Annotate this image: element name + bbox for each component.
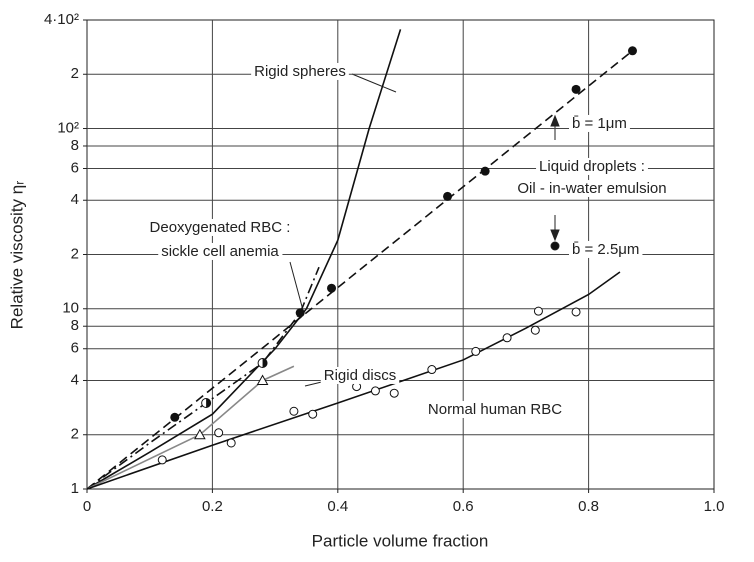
y-tick-label: 1 xyxy=(71,480,79,497)
data-point xyxy=(289,406,299,416)
annotation-bg xyxy=(424,400,566,418)
x-tick-label: 0.8 xyxy=(578,498,599,515)
annotation-bg xyxy=(569,114,630,132)
data-point xyxy=(471,346,481,356)
curve xyxy=(86,365,295,490)
y-tick-label: 2 xyxy=(71,426,79,443)
data-point xyxy=(571,84,581,94)
y-tick-label: 2 xyxy=(71,245,79,262)
data-point xyxy=(214,428,224,438)
annotation: Normal human RBC xyxy=(428,401,562,418)
y-tick-label: 8 xyxy=(71,137,79,154)
data-point xyxy=(256,374,269,385)
annotation-bg xyxy=(569,240,643,258)
x-axis-label: Particle volume fraction xyxy=(312,531,489,550)
annotation-bg xyxy=(514,179,670,197)
data-point xyxy=(157,455,167,465)
x-tick-label: 0 xyxy=(83,498,91,515)
y-tick-label: 8 xyxy=(71,317,79,334)
curve xyxy=(86,271,621,490)
annotation-leaders xyxy=(289,73,560,387)
annotation: Rigid discs xyxy=(324,367,397,384)
data-point xyxy=(170,412,180,422)
data-point xyxy=(308,409,318,419)
annotation-bg xyxy=(320,366,400,384)
data-point xyxy=(370,386,380,396)
data-point xyxy=(389,388,399,398)
annotation-bg xyxy=(146,218,294,236)
x-tick-label: 0.4 xyxy=(327,498,348,515)
data-point xyxy=(533,306,543,316)
annotation: b̄ = 2.5μm xyxy=(572,241,639,258)
data-point xyxy=(502,333,512,343)
annotation: b̄ = 1μm xyxy=(572,115,627,132)
annotation-bg xyxy=(158,242,283,260)
y-tick-label: 10² xyxy=(57,119,79,136)
y-tick-label: 6 xyxy=(71,159,79,176)
x-tick-label: 1.0 xyxy=(704,498,725,515)
y-tick-label: 4 xyxy=(71,191,79,208)
data-point xyxy=(327,283,337,293)
annotation-bg xyxy=(251,62,349,80)
data-point xyxy=(226,438,236,448)
data-point xyxy=(257,358,268,369)
y-tick-label: 10 xyxy=(62,300,79,317)
annotation: Oil - in-water emulsion xyxy=(517,180,666,197)
x-tick-label: 0.2 xyxy=(202,498,223,515)
y-tick-label: 4·10² xyxy=(44,11,79,28)
y-tick-label: 6 xyxy=(71,340,79,357)
data-point xyxy=(201,398,212,409)
curve xyxy=(86,29,402,490)
annotation: Liquid droplets : xyxy=(539,158,645,175)
y-tick-label: 2 xyxy=(71,65,79,82)
annotation: Rigid spheres xyxy=(254,63,346,80)
data-point xyxy=(295,308,305,318)
data-point xyxy=(194,428,206,440)
marker-half xyxy=(206,398,211,408)
data-point xyxy=(427,365,437,375)
data-point xyxy=(480,166,490,176)
curve xyxy=(86,266,320,490)
data-point xyxy=(627,46,637,56)
annotation-bg xyxy=(536,157,648,175)
annotation: Deoxygenated RBC : xyxy=(150,219,291,236)
data-point xyxy=(571,307,581,317)
data-point xyxy=(443,191,453,201)
y-tick-label: 4 xyxy=(71,371,79,388)
x-tick-label: 0.6 xyxy=(453,498,474,515)
data-point xyxy=(530,325,540,335)
y-axis-label: Relative viscosity ηᵣ xyxy=(7,181,26,330)
annotation: sickle cell anemia xyxy=(161,243,279,260)
curve xyxy=(86,50,633,490)
marker-half xyxy=(262,358,268,368)
